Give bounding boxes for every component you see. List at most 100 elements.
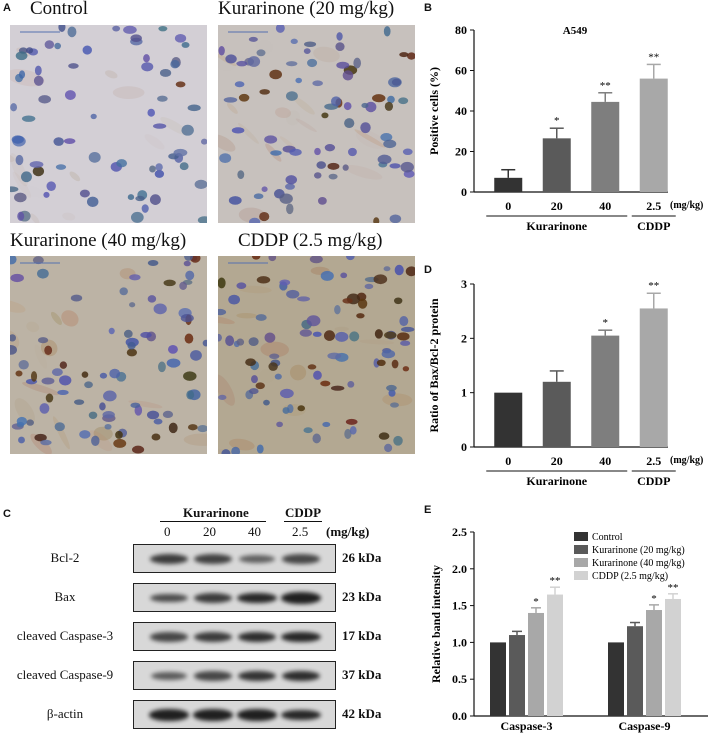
blot-band [194, 671, 232, 681]
y-tick-label: 80 [455, 23, 467, 37]
blot-band [193, 709, 233, 721]
bar [608, 642, 624, 716]
ihc-label-kur20: Kurarinone (20 mg/kg) [218, 0, 395, 19]
y-axis-label: Relative band intensity [429, 565, 443, 683]
y-tick-label: 0 [461, 440, 467, 454]
blot-band [281, 670, 321, 682]
x-tick-label: 2.5 [646, 199, 661, 213]
bar [542, 381, 571, 447]
bar [591, 101, 620, 192]
blot-membrane [133, 583, 336, 612]
blot-membrane [133, 544, 336, 573]
x-tick-label: 0 [505, 199, 511, 213]
ihc-label-cddp: CDDP (2.5 mg/kg) [238, 230, 383, 251]
panel-letter-a: A [3, 2, 11, 14]
ihc-label-control: Control [30, 0, 89, 19]
blot-kda-label: 42 kDa [342, 706, 382, 721]
y-tick-label: 1 [461, 386, 467, 400]
x-tick-label: 20 [551, 199, 563, 213]
blot-band [193, 632, 233, 642]
group-label: Kurarinone [526, 219, 587, 233]
significance-mark: ** [648, 280, 659, 292]
blot-membrane [133, 700, 336, 729]
y-axis-label: Positive cells (%) [427, 67, 441, 155]
blot-group-line-cddp [284, 521, 322, 522]
ihc-image-control [10, 25, 207, 223]
x-tick-label: 40 [599, 199, 611, 213]
blot-band [281, 709, 321, 721]
bar [547, 594, 563, 716]
blot-band [149, 709, 189, 721]
blot-band [150, 632, 188, 642]
blot-band [150, 671, 188, 681]
chart-b-positive-cells: 0 20 40 60 80 Positive cells (%) A549 0 * 20 ** 40 *… [427, 23, 703, 233]
bar [494, 392, 523, 447]
y-tick-label: 20 [455, 145, 467, 159]
legend-swatch [574, 571, 588, 580]
y-tick-label: 0.0 [452, 709, 467, 723]
x-tick-label: 0 [505, 454, 511, 468]
significance-mark: * [533, 596, 539, 608]
blot-band [237, 631, 277, 643]
bar [665, 598, 681, 716]
bar [490, 642, 506, 716]
blot-kda-label: 23 kDa [342, 589, 382, 604]
significance-mark: * [603, 317, 609, 329]
bar [627, 626, 643, 716]
x-tick-label: Caspase-3 [500, 719, 552, 733]
blot-band [150, 593, 188, 603]
significance-mark: ** [550, 575, 561, 587]
significance-mark: ** [668, 582, 679, 594]
bar [591, 335, 620, 447]
significance-mark: ** [600, 80, 611, 92]
blot-row-label: Bcl-2 [50, 550, 80, 565]
y-tick-label: 2.5 [452, 525, 467, 539]
blot-band [281, 631, 321, 643]
blot-band [193, 593, 233, 603]
bar [528, 612, 544, 716]
panel-letter-e: E [424, 504, 432, 516]
y-tick-label: 40 [455, 104, 467, 118]
unit-label: (mg/kg) [670, 200, 703, 211]
group-label: CDDP [637, 219, 670, 233]
significance-mark: ** [648, 51, 659, 63]
bar [646, 610, 662, 716]
blot-row-label: cleaved Caspase-9 [16, 667, 114, 682]
legend-swatch [574, 545, 588, 554]
bar [639, 308, 668, 447]
legend-label: Control [592, 532, 623, 543]
significance-mark: * [554, 115, 560, 127]
blot-unit: (mg/kg) [326, 524, 370, 539]
blot-membrane [133, 661, 336, 690]
blot-dose-0: 0 [164, 524, 171, 539]
chart-e-band-intensity: 0.0 0.5 1.0 1.5 2.0 2.5 Relative band intensit… [429, 525, 708, 733]
blot-band [237, 709, 277, 721]
legend-swatch [574, 558, 588, 567]
ihc-label-kur40: Kurarinone (40 mg/kg) [10, 230, 187, 251]
blot-kda-label: 26 kDa [342, 550, 382, 565]
blot-group-line-kurarinone [160, 521, 266, 522]
blot-band [194, 554, 232, 564]
y-tick-label: 0.5 [452, 672, 467, 686]
bar [542, 138, 571, 192]
blot-band [282, 554, 320, 564]
blot-row-label: Bax [54, 589, 76, 604]
blot-band [149, 554, 189, 564]
blot-membrane [133, 622, 336, 651]
panel-letter-b: B [424, 2, 432, 14]
y-tick-label: 1.0 [452, 635, 467, 649]
blot-band [237, 592, 277, 604]
blot-band [237, 670, 277, 682]
chart-title: A549 [563, 25, 588, 37]
x-tick-label: Caspase-9 [618, 719, 670, 733]
y-tick-label: 0 [461, 185, 467, 199]
blot-group-label-kurarinone: Kurarinone [183, 505, 249, 520]
y-tick-label: 2.0 [452, 562, 467, 576]
blot-dose-20: 20 [203, 524, 216, 539]
y-axis-label: Ratio of Bax/Bcl-2 protein [427, 298, 441, 432]
blot-kda-label: 17 kDa [342, 628, 382, 643]
blot-band [281, 592, 321, 604]
blot-row-label: cleaved Caspase-3 [16, 628, 114, 643]
bar [509, 635, 525, 716]
blot-dose-40: 40 [248, 524, 261, 539]
